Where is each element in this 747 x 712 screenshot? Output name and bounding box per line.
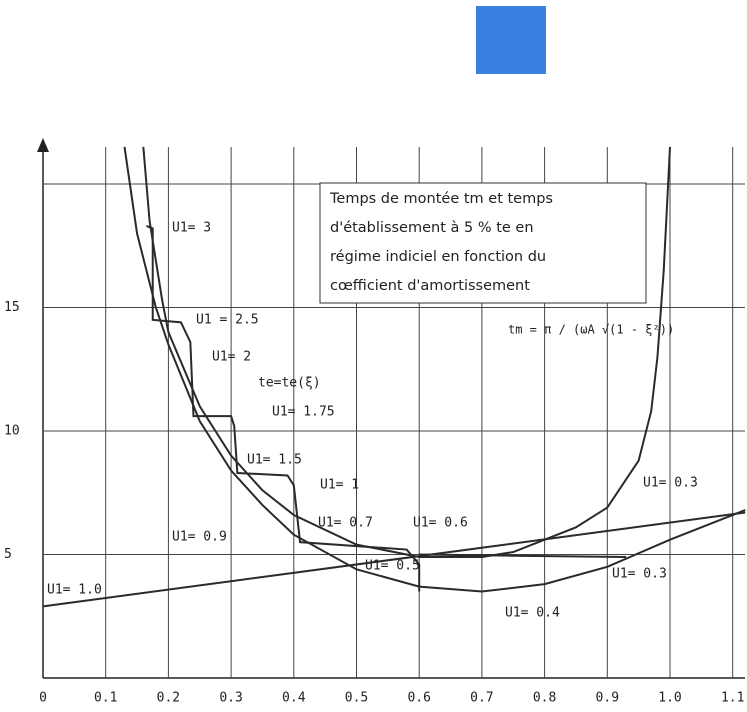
blue-square (476, 6, 546, 74)
y-tick-label: 5 (4, 547, 12, 562)
x-tick-label: 0.1 (94, 691, 117, 706)
formula: tm = π / (ωA √(1 - ξ²)) (508, 323, 674, 337)
y-tick-label: 10 (4, 424, 20, 439)
curve-label: U1= 2 (212, 350, 251, 365)
curve (419, 553, 627, 558)
box-text: régime indiciel en fonction du (330, 249, 546, 265)
curve-label: U1= 1.75 (272, 405, 335, 420)
curve-label: U1= 0.4 (505, 606, 560, 621)
x-tick-label: 0.7 (470, 691, 493, 706)
y-arrow (37, 138, 49, 152)
curve-label: U1= 0.6 (413, 516, 468, 531)
x-tick-label: 1.0 (658, 691, 681, 706)
curve-label: U1= 3 (172, 221, 211, 236)
x-tick-label: 0.2 (157, 691, 180, 706)
x-tick-label: 0 (39, 691, 47, 706)
y-tick-label: 15 (4, 300, 20, 315)
curve-label: U1= 0.5 (365, 559, 420, 574)
x-tick-label: 0.8 (533, 691, 556, 706)
curve-label: te=te(ξ) (258, 376, 321, 391)
curve (142, 146, 671, 558)
curve-label: U1= 0.9 (172, 530, 227, 545)
x-tick-label: 0.9 (596, 691, 619, 706)
x-tick-label: 0.6 (407, 691, 430, 706)
x-tick-label: 1.1 (721, 691, 744, 706)
curve-label: U1= 1.0 (47, 583, 102, 598)
curve-label: U1 = 2.5 (196, 313, 259, 328)
curve-label: U1= 0.3 (612, 567, 667, 582)
x-tick-label: 0.5 (345, 691, 368, 706)
x-tick-label: 0.4 (282, 691, 306, 706)
text-box (319, 182, 647, 304)
curve (146, 225, 421, 592)
curve-label: U1= 0.7 (318, 516, 373, 531)
curve-label: U1= 0.3 (643, 476, 698, 491)
box-text: cœfficient d'amortissement (330, 278, 530, 294)
curve-label: U1= 1.5 (247, 453, 302, 468)
box-text: d'établissement à 5 % te en (330, 220, 534, 236)
x-tick-label: 0.3 (219, 691, 242, 706)
curve-label: U1= 1 (320, 478, 359, 493)
box-text: Temps de montée tm et temps (329, 191, 553, 207)
curve (42, 511, 746, 608)
